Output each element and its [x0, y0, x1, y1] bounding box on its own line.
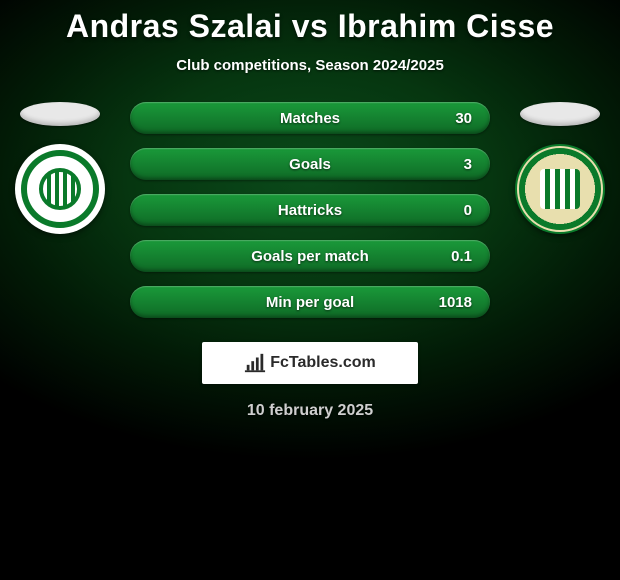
bar-chart-icon: [244, 352, 266, 374]
bar-label: Hattricks: [188, 202, 432, 219]
bar-row: Goals 3: [130, 148, 490, 180]
bar-label: Min per goal: [188, 294, 432, 311]
bar-row: Min per goal 1018: [130, 286, 490, 318]
brand-text: FcTables.com: [270, 354, 376, 372]
bar-row: Matches 30: [130, 102, 490, 134]
comparison-bars: Matches 30 Goals 3 Hattricks 0 Goals per…: [120, 102, 500, 318]
bar-right-value: 30: [432, 110, 472, 127]
left-club-crest-icon: [15, 144, 105, 234]
infographic-root: Andras Szalai vs Ibrahim Cisse Club comp…: [0, 0, 620, 580]
bar-label: Matches: [188, 110, 432, 127]
date-text: 10 february 2025: [247, 402, 373, 420]
left-player-column: [0, 102, 120, 234]
columns: Matches 30 Goals 3 Hattricks 0 Goals per…: [0, 102, 620, 318]
bar-right-value: 3: [432, 156, 472, 173]
bar-right-value: 0.1: [432, 248, 472, 265]
bar-label: Goals: [188, 156, 432, 173]
left-flag-icon: [20, 102, 100, 126]
bar-row: Goals per match 0.1: [130, 240, 490, 272]
brand-badge: FcTables.com: [202, 342, 418, 384]
right-club-crest-icon: [515, 144, 605, 234]
right-player-column: [500, 102, 620, 234]
bar-right-value: 0: [432, 202, 472, 219]
bar-right-value: 1018: [432, 294, 472, 311]
right-flag-icon: [520, 102, 600, 126]
page-title: Andras Szalai vs Ibrahim Cisse: [66, 8, 554, 45]
subtitle: Club competitions, Season 2024/2025: [176, 57, 444, 74]
bar-row: Hattricks 0: [130, 194, 490, 226]
bar-label: Goals per match: [188, 248, 432, 265]
